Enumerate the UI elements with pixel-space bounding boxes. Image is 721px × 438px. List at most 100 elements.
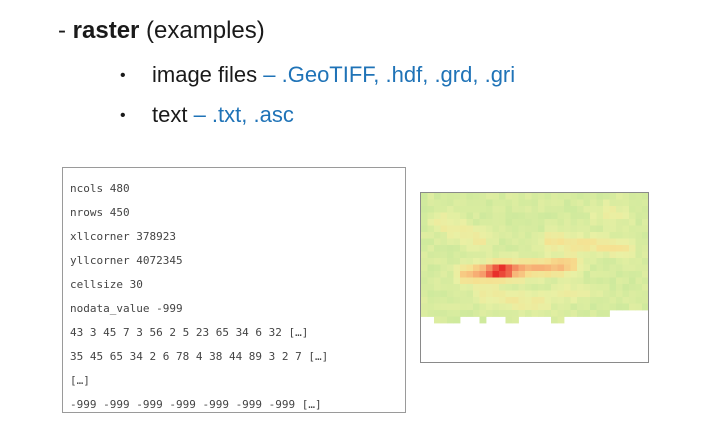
- ascii-data-row: 43 3 45 7 3 56 2 5 23 65 34 6 32 […]: [70, 326, 309, 339]
- raster-cell: [642, 251, 648, 259]
- raster-cell: [596, 277, 604, 285]
- raster-cell: [421, 277, 428, 285]
- raster-cell: [616, 232, 623, 239]
- raster-cell: [551, 258, 558, 265]
- raster-cell: [635, 193, 643, 200]
- raster-cell: [518, 251, 526, 259]
- raster-cell: [622, 232, 630, 239]
- raster-cell: [583, 310, 591, 317]
- raster-cell: [466, 238, 474, 246]
- raster-cell: [434, 277, 441, 285]
- raster-cell: [590, 297, 597, 304]
- raster-cell: [570, 206, 578, 213]
- raster-cell: [505, 277, 513, 285]
- raster-cell: [427, 290, 435, 298]
- raster-cell: [421, 212, 428, 220]
- raster-cell: [583, 212, 591, 220]
- raster-cell: [421, 238, 428, 246]
- raster-cell: [570, 238, 578, 246]
- raster-cell: [531, 284, 539, 291]
- raster-cell: [622, 297, 630, 304]
- raster-cell: [551, 225, 558, 233]
- raster-cell: [596, 199, 604, 207]
- raster-cell: [473, 193, 480, 200]
- raster-cell: [544, 193, 552, 200]
- raster-cell: [505, 219, 513, 226]
- raster-cell: [616, 303, 623, 311]
- raster-cell: [512, 258, 519, 265]
- raster-cell: [512, 271, 519, 278]
- raster-cell: [460, 271, 467, 278]
- raster-cell: [525, 290, 532, 298]
- raster-cell: [447, 277, 454, 285]
- raster-cell: [473, 297, 480, 304]
- raster-cell: [434, 206, 441, 213]
- raster-cell: [505, 271, 513, 278]
- raster-cell: [609, 271, 617, 278]
- raster-cell: [427, 245, 435, 252]
- raster-cell: [434, 271, 441, 278]
- raster-cell: [479, 251, 487, 259]
- raster-cell: [479, 264, 487, 272]
- raster-cell: [596, 219, 604, 226]
- raster-cell: [590, 238, 597, 246]
- raster-cell: [479, 193, 487, 200]
- raster-cell: [505, 193, 513, 200]
- raster-cell: [440, 303, 448, 311]
- raster-cell: [603, 219, 610, 226]
- raster-cell: [447, 316, 454, 324]
- raster-cell: [603, 258, 610, 265]
- raster-cell: [434, 212, 441, 220]
- raster-cell: [460, 212, 467, 220]
- raster-cell: [531, 264, 539, 272]
- raster-cell: [544, 277, 552, 285]
- raster-cell: [486, 310, 493, 317]
- raster-cell: [492, 199, 500, 207]
- raster-cell: [616, 290, 623, 298]
- raster-cell: [609, 232, 617, 239]
- raster-cell: [492, 251, 500, 259]
- raster-cell: [642, 264, 648, 272]
- raster-cell: [531, 199, 539, 207]
- raster-cell: [447, 310, 454, 317]
- raster-cell: [427, 258, 435, 265]
- raster-cell: [603, 245, 610, 252]
- raster-cell: [434, 238, 441, 246]
- ascii-header-ncols: ncols 480: [70, 182, 130, 195]
- raster-cell: [635, 303, 643, 311]
- raster-cell: [616, 271, 623, 278]
- raster-cell: [590, 232, 597, 239]
- raster-cell: [544, 258, 552, 265]
- raster-cell: [577, 284, 584, 291]
- raster-cell: [434, 303, 441, 311]
- raster-cell: [570, 225, 578, 233]
- raster-cell: [622, 199, 630, 207]
- raster-cell: [603, 225, 610, 233]
- raster-cell: [460, 199, 467, 207]
- raster-cell: [557, 206, 565, 213]
- raster-cell: [609, 277, 617, 285]
- raster-cell: [518, 258, 526, 265]
- raster-cell: [635, 219, 643, 226]
- raster-cell: [492, 238, 500, 246]
- raster-cell: [473, 232, 480, 239]
- raster-cell: [505, 290, 513, 298]
- raster-cell: [590, 284, 597, 291]
- raster-cell: [629, 290, 636, 298]
- raster-cell: [473, 284, 480, 291]
- raster-cell: [570, 199, 578, 207]
- raster-cell: [525, 264, 532, 272]
- raster-cell: [557, 258, 565, 265]
- raster-cell: [440, 297, 448, 304]
- raster-cell: [473, 251, 480, 259]
- raster-cell: [622, 258, 630, 265]
- raster-cell: [499, 284, 506, 291]
- raster-cell: [499, 199, 506, 207]
- raster-cell: [512, 206, 519, 213]
- raster-cell: [538, 271, 545, 278]
- raster-cell: [616, 245, 623, 252]
- raster-cell: [616, 258, 623, 265]
- raster-cell: [486, 251, 493, 259]
- raster-cell: [564, 238, 571, 246]
- raster-cell: [499, 264, 506, 272]
